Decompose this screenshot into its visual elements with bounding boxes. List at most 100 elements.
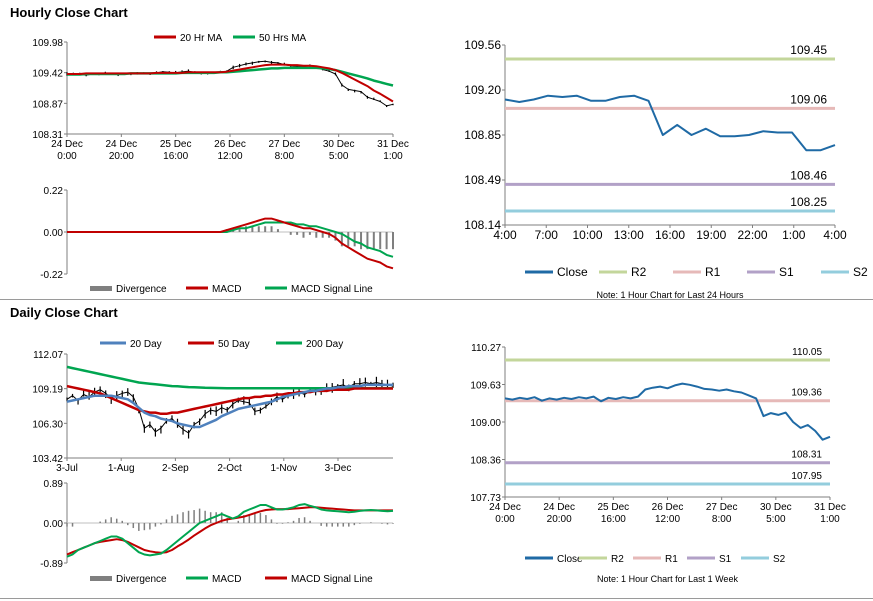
- daily-macd-legend-divergence-label: Divergence: [116, 574, 167, 585]
- hourly-price-xtick-date: 27 Dec: [268, 139, 300, 150]
- hourly-price-xtick-date: 31 Dec: [377, 139, 409, 150]
- daily-macd-legend-signal-label: MACD Signal Line: [291, 574, 373, 585]
- hourly_sr-xtick-label: 4:00: [823, 228, 847, 242]
- hourly_sr-legend-s1-label: S1: [779, 265, 794, 279]
- daily_sr-ytick-label: 109.00: [470, 418, 501, 429]
- daily-price-xtick-label: 3-Dec: [325, 463, 352, 474]
- daily_sr-xtick-time: 12:00: [655, 514, 680, 525]
- hourly_sr-ytick-label: 109.56: [464, 38, 501, 52]
- hourly_sr-ytick-label: 108.85: [464, 128, 501, 142]
- hourly_sr-note: Note: 1 Hour Chart for Last 24 Hours: [596, 290, 744, 300]
- daily_sr-xtick-time: 1:00: [820, 514, 840, 525]
- daily-macd-legend-macd-label: MACD: [212, 574, 241, 585]
- hourly-price-xtick-date: 30 Dec: [323, 139, 355, 150]
- hourly-legend-ma20-label: 20 Hr MA: [180, 33, 223, 44]
- daily-price-xtick-label: 2-Sep: [162, 463, 189, 474]
- daily-price-ytick-label: 112.07: [33, 350, 63, 361]
- daily_sr-xtick-date: 31 Dec: [814, 502, 846, 513]
- daily_sr-level-s1-label: 108.31: [791, 450, 822, 461]
- daily_sr-xtick-date: 26 Dec: [652, 502, 684, 513]
- daily-legend-ma200-label: 200 Day: [306, 339, 343, 350]
- daily_sr-xtick-date: 30 Dec: [760, 502, 792, 513]
- hourly_sr-xtick-label: 16:00: [655, 228, 685, 242]
- daily-price-ytick-label: 103.42: [32, 454, 63, 465]
- hourly_sr-xtick-label: 1:00: [782, 228, 806, 242]
- hourly-price-xtick-time: 1:00: [383, 151, 403, 162]
- hourly-price-xtick-time: 5:00: [329, 151, 349, 162]
- daily_sr-level-s2-label: 107.95: [791, 471, 822, 482]
- hourly_sr-legend-r1-label: R1: [705, 265, 721, 279]
- hourly-macd-legend-divergence-label: Divergence: [116, 284, 167, 295]
- hourly_sr-level-s2-label: 108.25: [790, 195, 827, 209]
- daily_sr-ytick-label: 108.36: [470, 456, 501, 467]
- daily_sr-ytick-label: 107.73: [470, 493, 501, 504]
- daily-ma20-line: [66, 383, 393, 429]
- hourly_sr-legend-close-label: Close: [557, 265, 588, 279]
- hourly-macd-legend-macd-label: MACD: [212, 284, 241, 295]
- daily-ma50-line: [66, 384, 393, 416]
- daily-price-xtick-label: 3-Jul: [56, 463, 78, 474]
- daily_sr-xtick-time: 5:00: [766, 514, 786, 525]
- section-divider-bottom: [0, 598, 873, 599]
- hourly-ma20-line: [67, 63, 394, 103]
- daily-macd-signal-line: [66, 506, 393, 556]
- hourly-price-xtick-date: 25 Dec: [160, 139, 192, 150]
- hourly-price-ytick-label: 109.98: [32, 38, 63, 49]
- daily_sr-xtick-date: 24 Dec: [489, 502, 521, 513]
- hourly_sr-level-s1-label: 108.46: [790, 168, 827, 182]
- hourly_sr-legend-r2-label: R2: [631, 265, 647, 279]
- daily_sr-close-line: [504, 382, 831, 441]
- hourly-price-xtick-time: 16:00: [163, 151, 188, 162]
- daily-price-ytick-label: 109.19: [32, 385, 63, 396]
- daily_sr-level-r2-label: 110.05: [792, 347, 822, 358]
- daily-macd-ytick-label: 0.00: [44, 519, 64, 530]
- hourly-price-ytick-label: 108.31: [32, 130, 63, 141]
- daily_sr-xtick-time: 20:00: [547, 514, 572, 525]
- daily-legend-ma50-label: 50 Day: [218, 339, 250, 350]
- hourly_sr-xtick-label: 13:00: [614, 228, 644, 242]
- hourly-price-xtick-time: 12:00: [217, 151, 242, 162]
- daily_sr-ytick-label: 109.63: [470, 381, 501, 392]
- hourly_sr-level-r1-label: 109.06: [790, 92, 827, 106]
- daily_sr-legend-close-label: Close: [557, 554, 583, 565]
- daily_sr-xtick-time: 16:00: [601, 514, 626, 525]
- hourly-price-xtick-date: 24 Dec: [51, 139, 83, 150]
- daily_sr-ytick-label: 110.27: [471, 343, 501, 354]
- hourly-macd-line: [67, 217, 394, 270]
- hourly_sr-xtick-label: 10:00: [572, 228, 602, 242]
- daily-price-xtick-label: 2-Oct: [217, 463, 242, 474]
- daily_sr-xtick-time: 0:00: [495, 514, 515, 525]
- hourly_sr-xtick-label: 22:00: [737, 228, 767, 242]
- daily-macd-line: [66, 503, 394, 558]
- daily_sr-xtick-time: 8:00: [712, 514, 732, 525]
- hourly_sr-level-r2-label: 109.45: [790, 43, 827, 57]
- hourly_sr-xtick-label: 4:00: [493, 228, 517, 242]
- daily-section-title: Daily Close Chart: [10, 305, 118, 320]
- daily_sr-xtick-date: 27 Dec: [706, 502, 738, 513]
- section-divider-top: [0, 299, 873, 300]
- daily-price-xtick-label: 1-Nov: [270, 463, 297, 474]
- hourly_sr-ytick-label: 108.49: [464, 173, 501, 187]
- hourly-legend-ma50-label: 50 Hrs MA: [259, 33, 307, 44]
- hourly_sr-xtick-label: 19:00: [696, 228, 726, 242]
- hourly-price-ytick-label: 108.87: [32, 99, 63, 110]
- hourly-macd-ytick-label: -0.22: [40, 270, 63, 281]
- daily_sr-legend-r1-label: R1: [665, 554, 678, 565]
- daily-macd-ytick-label: 0.89: [44, 479, 64, 490]
- hourly-macd-legend-signal-label: MACD Signal Line: [291, 284, 373, 295]
- hourly-price-xtick-date: 24 Dec: [105, 139, 137, 150]
- daily-macd-ytick-label: -0.89: [40, 559, 63, 570]
- hourly-price-xtick-time: 0:00: [57, 151, 77, 162]
- daily_sr-xtick-date: 24 Dec: [543, 502, 575, 513]
- hourly-price-price-line: [66, 60, 394, 107]
- hourly-macd-signal-line: [67, 221, 394, 258]
- daily_sr-level-r1-label: 109.36: [791, 388, 822, 399]
- hourly_sr-xtick-label: 7:00: [535, 228, 559, 242]
- daily-macd-legend-divergence-swatch: [90, 576, 112, 581]
- daily_sr-legend-r2-label: R2: [611, 554, 624, 565]
- hourly-macd-ytick-label: 0.00: [44, 228, 64, 239]
- hourly-macd-ytick-label: 0.22: [44, 186, 64, 197]
- hourly_sr-legend-s2-label: S2: [853, 265, 868, 279]
- hourly_sr-ytick-label: 109.20: [464, 83, 501, 97]
